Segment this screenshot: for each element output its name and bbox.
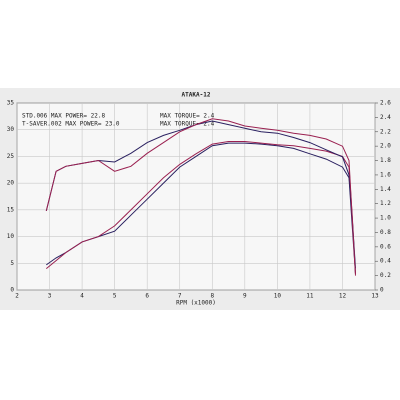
y2-tick-label: 0.6 xyxy=(380,243,391,250)
y2-tick-label: 1.0 xyxy=(380,215,391,222)
y-tick-label: 5 xyxy=(10,260,14,267)
x-tick-label: 8 xyxy=(210,293,214,300)
y2-tick-label: 0.2 xyxy=(380,272,391,279)
x-axis-label: RPM (x1000) xyxy=(176,300,216,307)
x-tick-label: 11 xyxy=(306,293,314,300)
y2-tick-label: 1.6 xyxy=(380,171,391,178)
y-tick-label: 25 xyxy=(7,153,15,160)
y2-tick-label: 2.0 xyxy=(380,143,391,150)
x-tick-label: 7 xyxy=(178,293,182,300)
annotation: STD.006 MAX POWER= 22.8 xyxy=(22,113,105,120)
x-tick-label: 6 xyxy=(145,293,149,300)
y-tick-label: 15 xyxy=(7,206,15,213)
plot-area xyxy=(16,102,376,291)
series-line xyxy=(45,118,356,276)
y2-tick-label: 1.2 xyxy=(380,200,391,207)
y-tick-label: 10 xyxy=(7,233,15,240)
x-tick-label: 10 xyxy=(274,293,282,300)
y2-tick-label: 0 xyxy=(380,287,384,294)
annotation: T-SAVER.002 MAX POWER= 23.0 xyxy=(22,121,120,128)
y-tick-label: 30 xyxy=(7,126,15,133)
y2-tick-label: 2.4 xyxy=(380,114,391,121)
y2-tick-label: 0.4 xyxy=(380,258,391,265)
y-tick-label: 0 xyxy=(10,287,14,294)
chart-title: ATAKA-12 xyxy=(182,92,211,99)
x-tick-label: 12 xyxy=(339,293,347,300)
y2-tick-label: 1.8 xyxy=(380,157,391,164)
x-tick-label: 13 xyxy=(371,293,379,300)
x-tick-label: 4 xyxy=(80,293,84,300)
y2-tick-label: 2.2 xyxy=(380,128,391,135)
series-line xyxy=(45,141,356,275)
y2-tick-label: 1.4 xyxy=(380,186,391,193)
y2-tick-label: 2.6 xyxy=(380,100,391,107)
y-tick-label: 35 xyxy=(7,100,15,107)
y2-tick-label: 0.8 xyxy=(380,229,391,236)
x-tick-label: 9 xyxy=(243,293,247,300)
y-tick-label: 20 xyxy=(7,180,15,187)
x-tick-label: 2 xyxy=(15,293,19,300)
x-tick-label: 3 xyxy=(48,293,52,300)
x-tick-label: 5 xyxy=(113,293,117,300)
annotation: MAX TORQUE= 2.4 xyxy=(160,113,215,120)
annotation: MAX TORQUE= 2.4 xyxy=(160,121,215,128)
